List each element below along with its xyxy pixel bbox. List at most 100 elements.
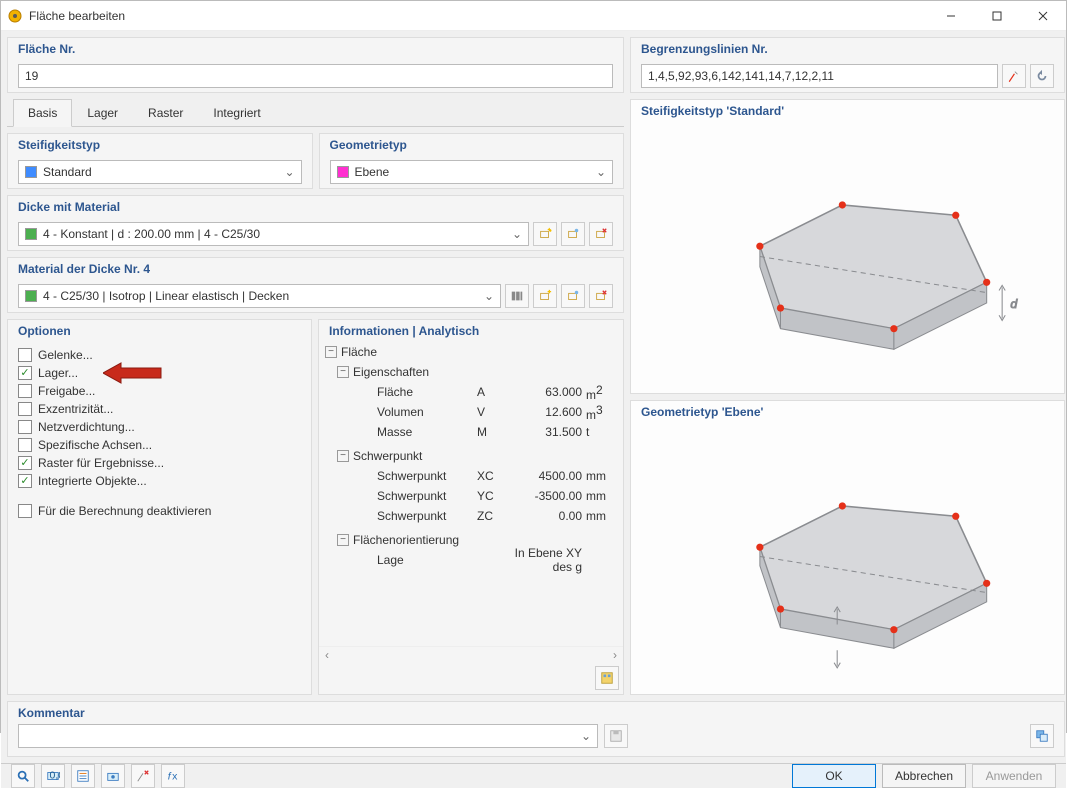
left-column: Steifigkeitstyp Standard ⌄ Geometrietyp xyxy=(7,133,624,695)
tabs-container: Basis Lager Raster Integriert xyxy=(7,99,624,127)
stiffness-type-title: Steifigkeitstyp xyxy=(8,134,312,156)
thickness-swatch xyxy=(25,228,37,240)
stiffness-type-panel: Steifigkeitstyp Standard ⌄ xyxy=(7,133,313,189)
checkbox[interactable] xyxy=(18,420,32,434)
cancel-button[interactable]: Abbrechen xyxy=(882,764,966,788)
surface-number-panel: Fläche Nr. 19 xyxy=(7,37,624,93)
info-row: −Eigenschaften xyxy=(319,362,623,382)
material-edit-button[interactable] xyxy=(561,284,585,308)
thickness-edit-button[interactable] xyxy=(561,222,585,246)
undo-lines-button[interactable] xyxy=(1030,64,1054,88)
option-label: Spezifische Achsen... xyxy=(38,438,152,452)
tab-strip: Basis Lager Raster Integriert xyxy=(7,99,624,127)
surface-number-input[interactable]: 19 xyxy=(18,64,613,88)
material-panel: Material der Dicke Nr. 4 4 - C25/30 | Is… xyxy=(7,257,624,313)
option-freigabe[interactable]: Freigabe... xyxy=(18,382,301,400)
svg-text:d: d xyxy=(1010,297,1018,311)
material-delete-button[interactable] xyxy=(589,284,613,308)
help-button[interactable] xyxy=(11,764,35,788)
checkbox[interactable] xyxy=(18,438,32,452)
chevron-down-icon: ⌄ xyxy=(581,729,591,743)
boundary-lines-input[interactable]: 1,4,5,92,93,6,142,141,14,7,12,2,11 xyxy=(641,64,998,88)
option-netzverdichtung[interactable]: Netzverdichtung... xyxy=(18,418,301,436)
material-combo[interactable]: 4 - C25/30 | Isotrop | Linear elastisch … xyxy=(18,284,501,308)
info-row: SchwerpunktYC-3500.00mm xyxy=(319,486,623,506)
list-button[interactable] xyxy=(71,764,95,788)
thickness-title: Dicke mit Material xyxy=(8,196,623,218)
comment-extra-button[interactable] xyxy=(1030,724,1054,748)
checkbox[interactable] xyxy=(18,348,32,362)
chevron-down-icon: ⌄ xyxy=(596,165,606,179)
thickness-combo[interactable]: 4 - Konstant | d : 200.00 mm | 4 - C25/3… xyxy=(18,222,529,246)
comment-title: Kommentar xyxy=(8,702,1064,724)
checkbox[interactable] xyxy=(18,504,32,518)
preview-stiffness: Steifigkeitstyp 'Standard' xyxy=(630,99,1065,394)
scroll-left-icon[interactable]: ‹ xyxy=(319,648,335,662)
units-button[interactable]: 0,00 xyxy=(41,764,65,788)
option-integrierteobjekte[interactable]: Integrierte Objekte... xyxy=(18,472,301,490)
options-info-row: Optionen Gelenke...Lager...Freigabe...Ex… xyxy=(7,319,624,695)
geometry-swatch xyxy=(337,166,349,178)
comment-save-button[interactable] xyxy=(604,724,628,748)
geometry-type-combo[interactable]: Ebene ⌄ xyxy=(330,160,614,184)
option-deactivate[interactable]: Für die Berechnung deaktivieren xyxy=(18,502,301,520)
titlebar: Fläche bearbeiten xyxy=(1,1,1066,31)
collapse-icon[interactable]: − xyxy=(337,366,349,378)
chevron-down-icon: ⌄ xyxy=(512,227,522,241)
collapse-icon[interactable]: − xyxy=(325,346,337,358)
option-spezifischeachsen[interactable]: Spezifische Achsen... xyxy=(18,436,301,454)
bottom-tool-row: 0,00 fx xyxy=(11,764,185,788)
tab-integriert[interactable]: Integriert xyxy=(198,99,275,126)
thickness-delete-button[interactable] xyxy=(589,222,613,246)
checkbox[interactable] xyxy=(18,384,32,398)
material-new-button[interactable] xyxy=(533,284,557,308)
ok-button[interactable]: OK xyxy=(792,764,876,788)
option-exzentrizitt[interactable]: Exzentrizität... xyxy=(18,400,301,418)
content-area: Fläche Nr. 19 Begrenzungslinien Nr. 1,4,… xyxy=(1,31,1066,763)
checkbox[interactable] xyxy=(18,366,32,380)
close-button[interactable] xyxy=(1020,1,1066,31)
tab-lager[interactable]: Lager xyxy=(72,99,133,126)
options-panel: Optionen Gelenke...Lager...Freigabe...Ex… xyxy=(7,319,312,695)
option-lager[interactable]: Lager... xyxy=(18,364,301,382)
info-title: Informationen | Analytisch xyxy=(319,320,623,342)
maximize-button[interactable] xyxy=(974,1,1020,31)
view-button[interactable] xyxy=(101,764,125,788)
tab-basis[interactable]: Basis xyxy=(13,99,72,127)
info-row: SchwerpunktZC0.00mm xyxy=(319,506,623,526)
comment-combo[interactable]: ⌄ xyxy=(18,724,598,748)
info-settings-button[interactable] xyxy=(595,666,619,690)
tab-raster[interactable]: Raster xyxy=(133,99,198,126)
thickness-new-button[interactable] xyxy=(533,222,557,246)
chevron-down-icon: ⌄ xyxy=(484,289,494,303)
checkbox[interactable] xyxy=(18,402,32,416)
stiffness-type-combo[interactable]: Standard ⌄ xyxy=(18,160,302,184)
option-label: Freigabe... xyxy=(38,384,95,398)
checkbox[interactable] xyxy=(18,474,32,488)
thickness-panel: Dicke mit Material 4 - Konstant | d : 20… xyxy=(7,195,624,251)
info-row: LageIn Ebene XY des g xyxy=(319,550,623,570)
surface-number-title: Fläche Nr. xyxy=(8,38,623,60)
preview-geometry-svg xyxy=(631,423,1064,692)
material-title: Material der Dicke Nr. 4 xyxy=(8,258,623,280)
window-title: Fläche bearbeiten xyxy=(29,9,928,23)
function-button[interactable]: fx xyxy=(161,764,185,788)
checkbox[interactable] xyxy=(18,456,32,470)
bottom-toolbar: 0,00 fx OK Abbrechen Anwenden xyxy=(1,763,1066,788)
dialog-buttons: OK Abbrechen Anwenden xyxy=(792,764,1056,788)
material-library-button[interactable] xyxy=(505,284,529,308)
collapse-icon[interactable]: − xyxy=(337,534,349,546)
right-column: Steifigkeitstyp 'Standard' xyxy=(630,99,1065,695)
type-row: Steifigkeitstyp Standard ⌄ Geometrietyp xyxy=(7,133,624,189)
clear-button[interactable] xyxy=(131,764,155,788)
pick-lines-button[interactable] xyxy=(1002,64,1026,88)
info-row: −Schwerpunkt xyxy=(319,446,623,466)
option-rasterfrergebnisse[interactable]: Raster für Ergebnisse... xyxy=(18,454,301,472)
minimize-button[interactable] xyxy=(928,1,974,31)
info-tree: −Fläche−EigenschaftenFlächeA63.000m2Volu… xyxy=(319,342,623,646)
collapse-icon[interactable]: − xyxy=(337,450,349,462)
info-scrollbar[interactable]: ‹› xyxy=(319,646,623,662)
scroll-right-icon[interactable]: › xyxy=(607,648,623,662)
options-title: Optionen xyxy=(8,320,311,342)
app-icon xyxy=(7,8,23,24)
